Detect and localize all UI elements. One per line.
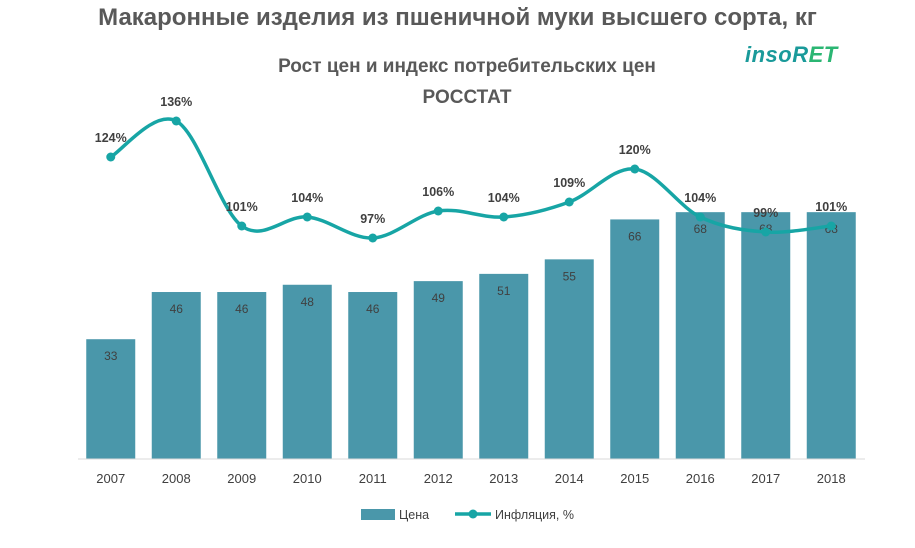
inflation-label-2010: 104% — [291, 191, 323, 205]
legend-swatch-price — [361, 509, 395, 520]
insoret-logo: insoRET — [745, 42, 838, 67]
inflation-point-2008 — [171, 116, 181, 126]
x-tick-2007: 2007 — [96, 471, 125, 486]
bar-label-2016: 68 — [694, 222, 708, 236]
legend-marker-inflation — [468, 509, 478, 519]
inflation-point-2015 — [630, 164, 640, 174]
x-tick-2018: 2018 — [817, 471, 846, 486]
bar-2010 — [282, 284, 332, 459]
inflation-point-2018 — [826, 221, 836, 231]
inflation-label-2014: 109% — [553, 176, 585, 190]
inflation-label-2012: 106% — [422, 185, 454, 199]
bar-2012 — [413, 281, 463, 459]
x-tick-2016: 2016 — [686, 471, 715, 486]
chart-source: РОССТАТ — [423, 87, 512, 108]
x-tick-2010: 2010 — [293, 471, 322, 486]
inflation-label-2017: 99% — [753, 206, 778, 220]
bar-2011 — [348, 292, 398, 459]
bar-label-2012: 49 — [432, 291, 446, 305]
bar-label-2011: 46 — [366, 302, 380, 316]
inflation-point-2016 — [695, 212, 705, 222]
inflation-point-2014 — [564, 197, 574, 207]
chart-subtitle: Рост цен и индекс потребительских цен — [278, 56, 656, 77]
x-tick-2015: 2015 — [620, 471, 649, 486]
inflation-point-2009 — [237, 221, 247, 231]
inflation-label-2011: 97% — [360, 212, 385, 226]
x-tick-2012: 2012 — [424, 471, 453, 486]
legend-label-price: Цена — [399, 508, 429, 522]
bar-label-2008: 46 — [170, 302, 184, 316]
inflation-label-2013: 104% — [488, 191, 520, 205]
inflation-point-2017 — [761, 227, 771, 237]
inflation-point-2010 — [302, 212, 312, 222]
inflation-point-2012 — [433, 206, 443, 216]
inflation-point-2011 — [368, 233, 378, 243]
inflation-label-2015: 120% — [619, 143, 651, 157]
bar-2007 — [86, 339, 136, 459]
bar-2017 — [741, 212, 791, 459]
bar-2016 — [675, 212, 725, 459]
inflation-point-2013 — [499, 212, 509, 222]
bar-label-2010: 48 — [301, 295, 315, 309]
x-tick-2009: 2009 — [227, 471, 256, 486]
x-tick-2013: 2013 — [489, 471, 518, 486]
bar-label-2013: 51 — [497, 284, 511, 298]
bar-label-2014: 55 — [563, 269, 577, 283]
bar-label-2015: 66 — [628, 229, 642, 243]
x-tick-2011: 2011 — [359, 471, 387, 486]
inflation-label-2016: 104% — [684, 191, 716, 205]
bar-label-2007: 33 — [104, 349, 118, 363]
bar-2015 — [610, 219, 660, 459]
bar-2008 — [151, 292, 201, 459]
inflation-label-2007: 124% — [95, 131, 127, 145]
x-tick-2014: 2014 — [555, 471, 584, 486]
bar-2014 — [544, 259, 594, 459]
inflation-label-2018: 101% — [815, 200, 847, 214]
inflation-label-2008: 136% — [160, 95, 192, 109]
bar-2009 — [217, 292, 267, 459]
bar-label-2009: 46 — [235, 302, 249, 316]
chart-title: Макаронные изделия из пшеничной муки выс… — [98, 4, 817, 31]
bar-2018 — [806, 212, 856, 459]
inflation-point-2007 — [106, 152, 116, 162]
legend-label-inflation: Инфляция, % — [495, 508, 574, 522]
x-tick-2008: 2008 — [162, 471, 191, 486]
bar-2013 — [479, 273, 529, 459]
x-tick-2017: 2017 — [751, 471, 780, 486]
inflation-label-2009: 101% — [226, 200, 258, 214]
